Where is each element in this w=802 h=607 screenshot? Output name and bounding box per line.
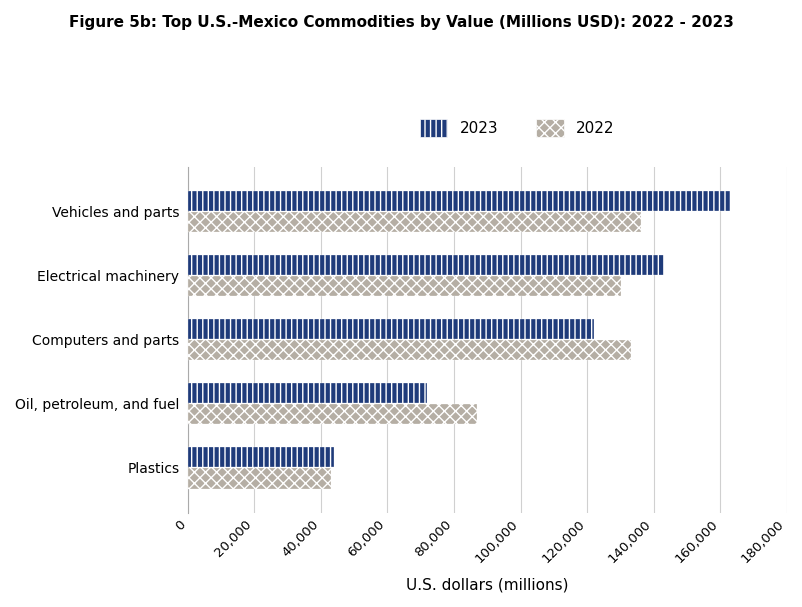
Bar bbox=[188, 404, 477, 424]
Text: Figure 5b: Top U.S.-Mexico Commodities by Value (Millions USD): 2022 - 2023: Figure 5b: Top U.S.-Mexico Commodities b… bbox=[68, 15, 734, 30]
Bar bbox=[188, 468, 331, 489]
Bar bbox=[188, 191, 731, 211]
X-axis label: U.S. dollars (millions): U.S. dollars (millions) bbox=[406, 577, 569, 592]
Bar bbox=[188, 319, 594, 339]
Bar bbox=[188, 447, 334, 467]
Bar bbox=[188, 383, 427, 403]
Bar bbox=[188, 255, 664, 276]
Bar bbox=[188, 276, 621, 296]
Bar bbox=[188, 340, 630, 361]
Legend: 2023, 2022: 2023, 2022 bbox=[420, 119, 614, 137]
Bar bbox=[188, 212, 641, 232]
